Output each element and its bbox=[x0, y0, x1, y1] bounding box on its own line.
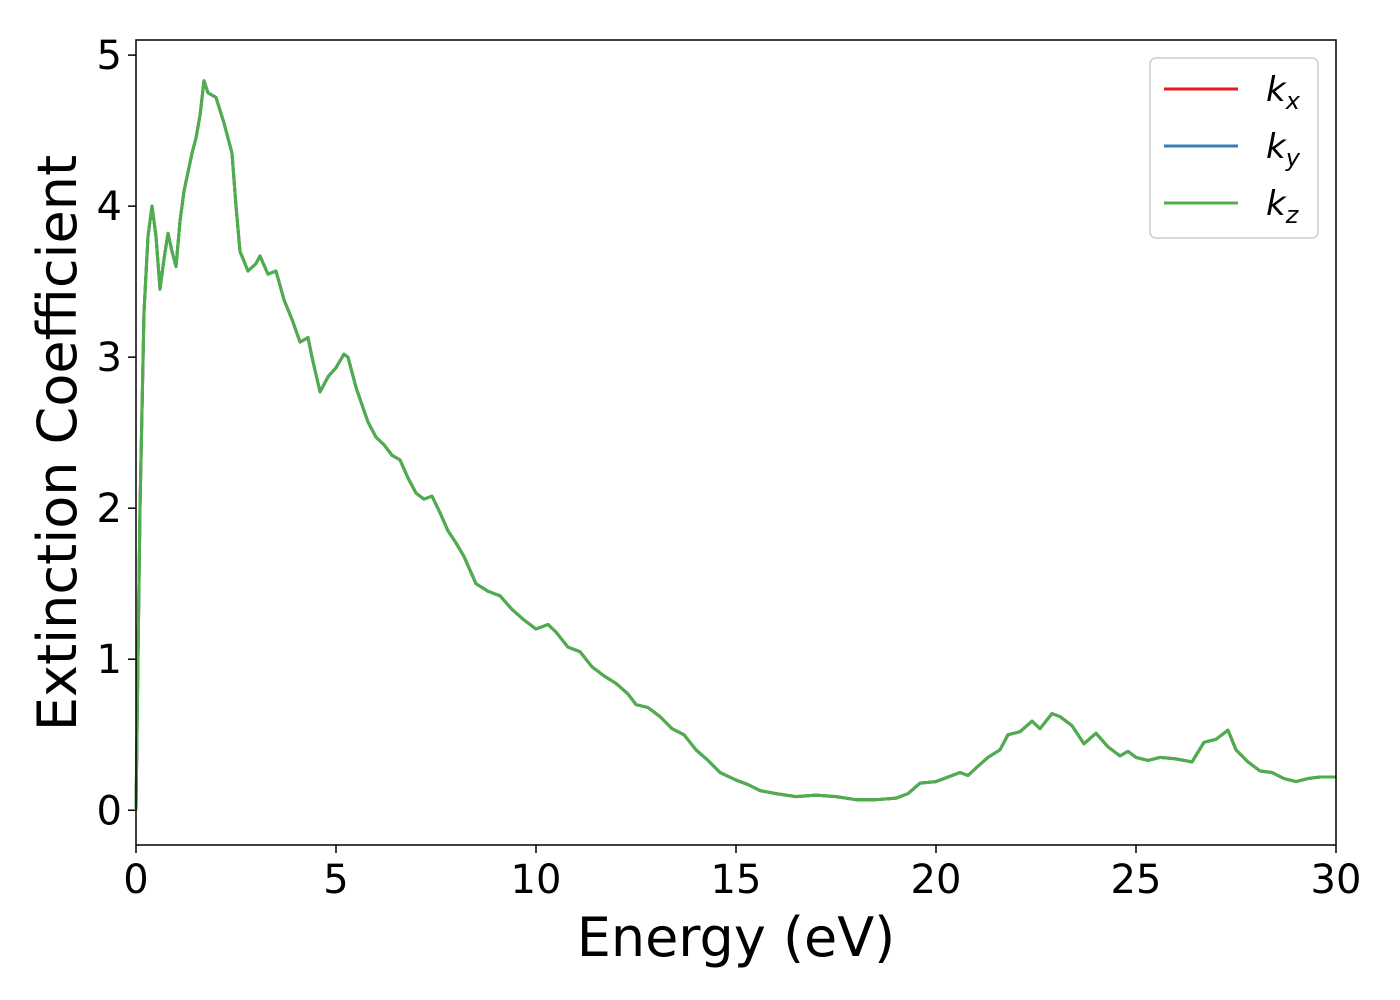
x-tick-label: 0 bbox=[123, 857, 148, 903]
x-tick-label: 10 bbox=[511, 857, 562, 903]
legend-label: ky bbox=[1266, 127, 1301, 172]
x-tick-label: 20 bbox=[911, 857, 962, 903]
series-line bbox=[134, 79, 1336, 811]
legend-label: kz bbox=[1266, 184, 1300, 229]
y-tick-label: 0 bbox=[97, 788, 122, 834]
x-axis-label: Energy (eV) bbox=[577, 906, 896, 969]
y-tick-label: 4 bbox=[97, 184, 122, 230]
y-tick-label: 3 bbox=[97, 335, 122, 381]
legend-frame bbox=[1149, 57, 1319, 239]
legend: kx ky kz bbox=[1149, 57, 1319, 239]
y-axis-label: Extinction Coefficient bbox=[26, 155, 89, 731]
y-tick-label: 1 bbox=[97, 637, 122, 683]
x-tick-label: 25 bbox=[1111, 857, 1162, 903]
y-tick-label: 2 bbox=[97, 486, 122, 532]
x-tick-label: 30 bbox=[1311, 857, 1362, 903]
plot-frame bbox=[135, 39, 1337, 846]
legend-label: kx bbox=[1266, 70, 1301, 115]
x-tick-label: 15 bbox=[711, 857, 762, 903]
x-tick-label: 5 bbox=[323, 857, 348, 903]
y-tick-label: 5 bbox=[97, 33, 122, 79]
